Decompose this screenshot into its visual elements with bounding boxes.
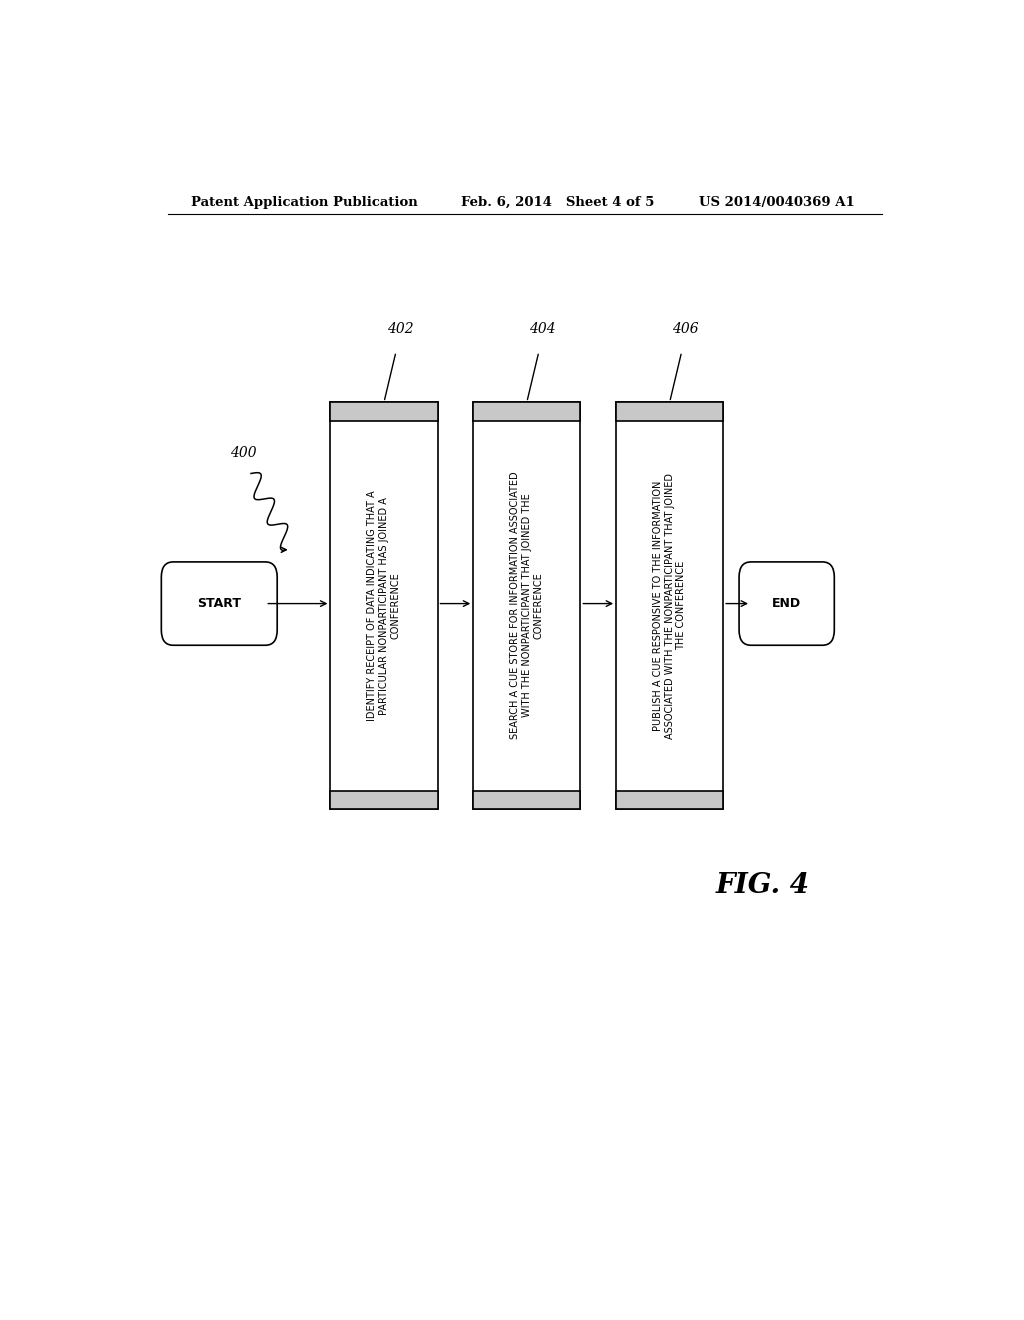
Bar (616, 791, 723, 809)
FancyBboxPatch shape (739, 562, 835, 645)
Text: 406: 406 (673, 322, 699, 337)
Bar (331, 403, 437, 421)
Text: 400: 400 (229, 446, 256, 461)
Text: SEARCH A CUE STORE FOR INFORMATION ASSOCIATED
WITH THE NONPARTICIPANT THAT JOINE: SEARCH A CUE STORE FOR INFORMATION ASSOC… (510, 471, 544, 739)
Text: IDENTIFY RECEIPT OF DATA INDICATING THAT A
PARTICULAR NONPARTICIPANT HAS JOINED : IDENTIFY RECEIPT OF DATA INDICATING THAT… (368, 490, 400, 721)
Bar (473, 791, 581, 809)
Bar (473, 791, 581, 809)
FancyBboxPatch shape (162, 562, 278, 645)
Bar (331, 403, 437, 809)
Bar (331, 403, 437, 421)
Bar (331, 791, 437, 809)
Text: START: START (198, 597, 242, 610)
Text: Feb. 6, 2014   Sheet 4 of 5: Feb. 6, 2014 Sheet 4 of 5 (461, 195, 654, 209)
Text: END: END (772, 597, 801, 610)
Bar (473, 403, 581, 809)
Bar (616, 403, 723, 421)
Text: 402: 402 (387, 322, 414, 337)
Text: FIG. 4: FIG. 4 (716, 871, 810, 899)
Text: Patent Application Publication: Patent Application Publication (191, 195, 418, 209)
Bar (473, 403, 581, 421)
Bar (616, 403, 723, 421)
Text: PUBLISH A CUE RESPONSIVE TO THE INFORMATION
ASSOCIATED WITH THE NONPARTICIPANT T: PUBLISH A CUE RESPONSIVE TO THE INFORMAT… (653, 473, 686, 739)
Bar (331, 791, 437, 809)
Text: US 2014/0040369 A1: US 2014/0040369 A1 (699, 195, 855, 209)
Text: 404: 404 (529, 322, 556, 337)
Bar (616, 403, 723, 809)
Bar (473, 403, 581, 421)
Bar (616, 791, 723, 809)
